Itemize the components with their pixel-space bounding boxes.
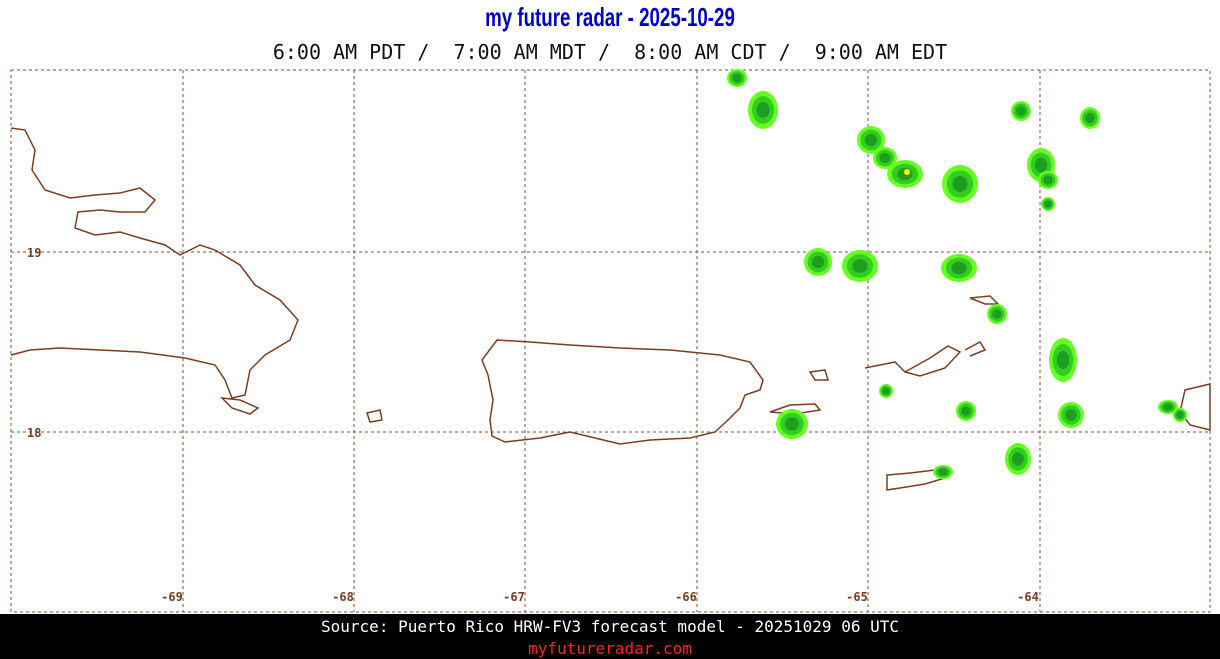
longitude-label: -69: [161, 590, 183, 604]
precipitation: [727, 69, 1187, 479]
map-border: [10, 69, 1211, 613]
source: Source: Puerto Rico HRW-FV3 forecast mod…: [321, 617, 899, 636]
radar-echo: [879, 152, 891, 164]
radar-echo: [1044, 200, 1052, 208]
latitude-label: 18: [27, 426, 41, 440]
radar-echo: [756, 102, 770, 118]
mona: [366, 409, 383, 423]
radar-echo: [852, 259, 868, 273]
radar-echo: [1034, 157, 1048, 173]
longitude-label: -66: [675, 590, 697, 604]
anegada: [969, 295, 1000, 305]
radar-echo: [785, 417, 799, 431]
radar-echo: [1012, 452, 1024, 466]
radar-echo: [732, 73, 742, 83]
radar-echo: [811, 255, 825, 269]
radar-echo: [864, 133, 878, 147]
radar-echo: [1043, 175, 1053, 185]
radar-echo: [1176, 411, 1184, 419]
radar-map: 19 18 -69 -68 -67 -66 -65 -64: [10, 69, 1211, 613]
hispaniola: [10, 127, 299, 399]
coastlines: [10, 127, 1211, 491]
st-croix: [886, 469, 947, 491]
longitude-label: -68: [332, 590, 354, 604]
title: my future radar - 2025-10-29: [485, 2, 735, 32]
longitude-label: -64: [1017, 590, 1039, 604]
radar-echo: [1163, 403, 1173, 411]
radar-echo: [951, 261, 967, 275]
labels: 19 18 -69 -68 -67 -66 -65 -64: [27, 246, 1039, 604]
longitude-label: -65: [846, 590, 868, 604]
radar-echo: [882, 387, 890, 395]
culebra: [808, 369, 830, 381]
radar-echo: [1056, 351, 1070, 369]
longitude-label: -67: [503, 590, 525, 604]
radar-echo: [1016, 106, 1026, 116]
grid: [10, 69, 1211, 613]
footer: Source: Puerto Rico HRW-FV3 forecast mod…: [0, 614, 1220, 659]
st-martin: [1179, 383, 1211, 431]
radar-echo: [961, 406, 971, 416]
radar-echo: [992, 309, 1002, 319]
puerto-rico: [481, 339, 764, 445]
radar-echo: [938, 468, 948, 476]
radar-echo: [1065, 409, 1077, 421]
site-link[interactable]: myfutureradar.com: [528, 639, 692, 658]
radar-echo: [952, 176, 968, 192]
virgin-islands: [864, 341, 987, 377]
radar-echo: [904, 169, 910, 175]
radar-echo: [1085, 112, 1095, 124]
time-zones: 6:00 AM PDT / 7:00 AM MDT / 8:00 AM CDT …: [272, 40, 948, 64]
latitude-label: 19: [27, 246, 41, 260]
beata: [219, 397, 260, 415]
